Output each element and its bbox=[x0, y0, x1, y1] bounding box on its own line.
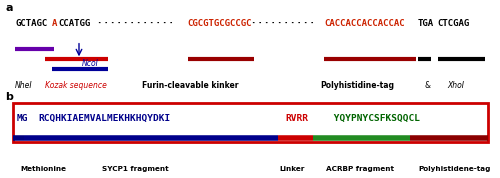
Text: SYCP1 fragment: SYCP1 fragment bbox=[102, 166, 168, 172]
Text: · · · · · · · · · · · ·: · · · · · · · · · · · · bbox=[98, 19, 174, 28]
Text: YQYPNYCSFKSQQCL: YQYPNYCSFKSQQCL bbox=[328, 114, 420, 123]
Text: CTCGAG: CTCGAG bbox=[438, 19, 470, 28]
Text: NheI: NheI bbox=[15, 81, 32, 90]
Text: A: A bbox=[52, 19, 57, 28]
Text: Linker: Linker bbox=[280, 166, 305, 172]
Text: RVRR: RVRR bbox=[285, 114, 308, 123]
Text: CACCACCACCACCAC: CACCACCACCACCAC bbox=[324, 19, 404, 28]
Text: Methionine: Methionine bbox=[20, 166, 66, 172]
Text: &: & bbox=[424, 81, 430, 90]
Text: CCATGG: CCATGG bbox=[58, 19, 91, 28]
Text: TGA: TGA bbox=[418, 19, 434, 28]
Text: XhoI: XhoI bbox=[448, 81, 464, 90]
Text: Kozak sequence: Kozak sequence bbox=[45, 81, 107, 90]
Text: Furin-cleavable kinker: Furin-cleavable kinker bbox=[142, 81, 238, 90]
Text: ACRBP fragment: ACRBP fragment bbox=[326, 166, 394, 172]
Text: Polyhistidene-tag: Polyhistidene-tag bbox=[419, 166, 491, 172]
Text: CGCGTGCGCCGC: CGCGTGCGCCGC bbox=[188, 19, 252, 28]
Text: · · · · · · · · · ·: · · · · · · · · · · bbox=[252, 19, 314, 28]
Text: NcoI: NcoI bbox=[82, 59, 98, 68]
Text: b: b bbox=[5, 92, 13, 102]
FancyBboxPatch shape bbox=[12, 103, 488, 142]
Text: RCQHKIAEMVALMEKHKHQYDKI: RCQHKIAEMVALMEKHKHQYDKI bbox=[38, 114, 170, 123]
Text: GCTAGC: GCTAGC bbox=[15, 19, 47, 28]
Text: MG: MG bbox=[16, 114, 28, 123]
Text: a: a bbox=[5, 3, 12, 13]
Text: Polyhistidine-tag: Polyhistidine-tag bbox=[320, 81, 394, 90]
